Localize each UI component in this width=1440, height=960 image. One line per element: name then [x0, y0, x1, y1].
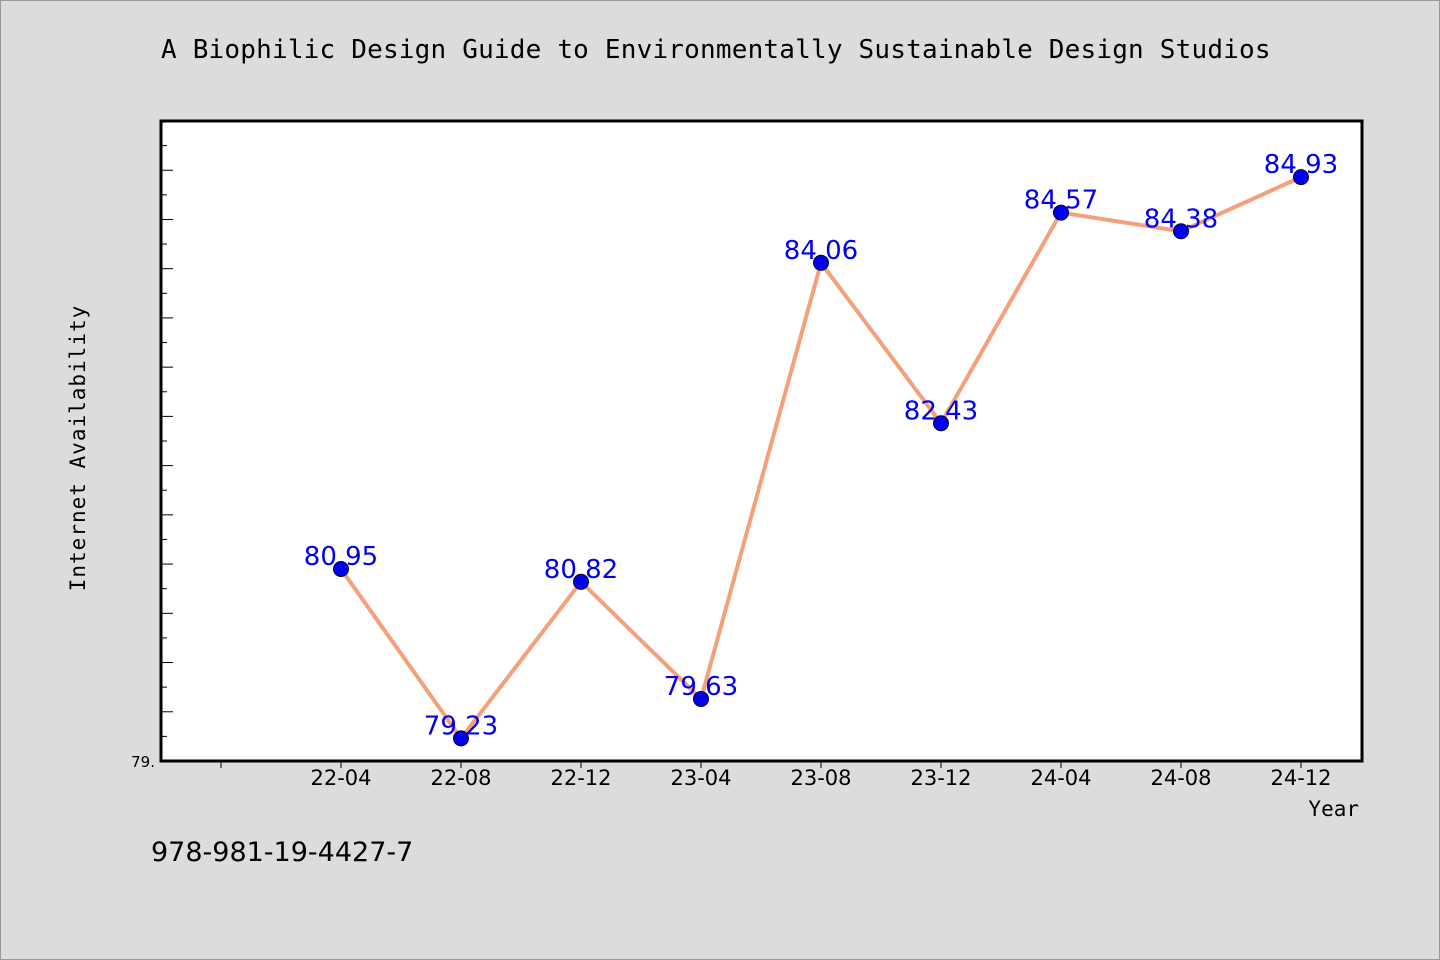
- data-value-label: 84.38: [1144, 204, 1218, 234]
- data-value-label: 82.43: [904, 396, 978, 426]
- data-point-marker: [1173, 223, 1189, 240]
- x-tick-label: 22-04: [310, 766, 371, 790]
- data-point-marker: [573, 573, 589, 590]
- x-axis-labels: 22-04 22-08 22-12 23-04 23-08 23-12 24-04 24-08…: [310, 766, 1331, 790]
- x-tick-label: 24-08: [1150, 766, 1211, 790]
- data-value-label: 84.06: [784, 236, 858, 266]
- data-value-label: 79.63: [664, 672, 738, 702]
- data-point-marker: [1293, 169, 1309, 186]
- data-point-marker: [933, 415, 949, 432]
- data-value-label: 84.93: [1264, 150, 1338, 180]
- x-tick-label: 22-08: [430, 766, 491, 790]
- data-value-label: 80.82: [544, 555, 618, 585]
- y-axis-ticks: [161, 145, 173, 762]
- x-tick-label: 23-12: [910, 766, 971, 790]
- x-tick-label: 23-08: [790, 766, 851, 790]
- data-value-label: 84.57: [1024, 186, 1098, 216]
- x-axis-ticks: [220, 761, 1302, 768]
- data-point-marker: [453, 730, 469, 747]
- data-markers: [333, 169, 1309, 747]
- x-tick-label: 23-04: [670, 766, 731, 790]
- data-point-marker: [333, 561, 349, 577]
- x-tick-label: 22-12: [550, 766, 611, 790]
- x-tick-label: 24-04: [1030, 766, 1091, 790]
- chart-title: A Biophilic Design Guide to Environmenta…: [161, 35, 1271, 65]
- data-value-label: 80.95: [304, 542, 378, 572]
- y-tick-label: 79.: [131, 753, 155, 771]
- data-value-label: 79.23: [424, 711, 498, 741]
- isbn-footer: 978-981-19-4427-7: [151, 837, 414, 868]
- x-axis-title: Year: [1308, 797, 1359, 821]
- data-point-marker: [693, 690, 709, 707]
- data-point-marker: [813, 254, 829, 271]
- x-tick-label: 24-12: [1270, 766, 1331, 790]
- data-point-marker: [1053, 204, 1069, 221]
- data-labels: 80.95 79.23 80.82 79.63 84.06 82.43 84.57 84.38…: [304, 150, 1338, 741]
